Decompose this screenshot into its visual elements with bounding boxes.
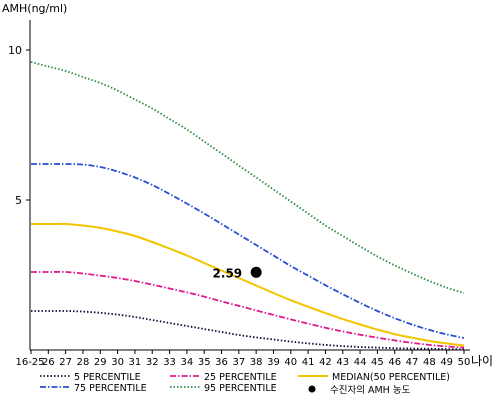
x-tick-label: 35	[198, 357, 211, 368]
x-tick-label: 28	[77, 357, 90, 368]
patient-amh-value-label: 2.59	[213, 266, 243, 280]
legend-label: 75 PERCENTILE	[74, 383, 147, 394]
series-line	[31, 222, 465, 347]
x-tick-label: 49	[440, 357, 453, 368]
x-tick-label: 36	[215, 357, 228, 368]
series-line	[30, 61, 465, 294]
y-axis-label: AMH(ng/ml)	[2, 2, 67, 15]
x-tick-label: 44	[354, 357, 367, 368]
patient-amh-point	[250, 266, 262, 278]
series-layer	[30, 61, 465, 351]
x-tick-label: 31	[129, 357, 142, 368]
x-tick-label: 37	[232, 357, 245, 368]
legend-label: MEDIAN(50 PERCENTILE)	[332, 372, 450, 383]
legend-point-marker	[308, 385, 316, 393]
legend-label: 95 PERCENTILE	[204, 383, 277, 394]
x-tick-label: 34	[181, 357, 194, 368]
series-line	[31, 310, 465, 351]
x-tick-label: 33	[163, 357, 176, 368]
x-tick-label: 42	[319, 357, 332, 368]
x-tick-label: 38	[250, 357, 263, 368]
series-line	[31, 163, 465, 339]
x-tick-label: 45	[371, 357, 384, 368]
x-axis-label: 나이	[471, 354, 493, 368]
x-tick-label: 40	[284, 357, 297, 368]
x-tick-label: 30	[111, 357, 124, 368]
x-tick-label: 41	[302, 357, 315, 368]
x-tick-label: 27	[59, 357, 72, 368]
x-tick-label: 47	[406, 357, 419, 368]
series-line	[31, 270, 465, 349]
x-tick-label: 39	[267, 357, 280, 368]
x-tick-label: 48	[423, 357, 436, 368]
y-tick-label: 5	[15, 194, 22, 207]
x-tick-label: 46	[388, 357, 401, 368]
legend-label: 25 PERCENTILE	[204, 372, 277, 383]
x-tick-label: 43	[336, 357, 349, 368]
legend-label: 5 PERCENTILE	[74, 372, 141, 383]
point-layer: 2.59	[213, 266, 262, 280]
x-tick-label: 29	[94, 357, 107, 368]
x-tick-label: 16-25	[15, 357, 44, 368]
x-tick-label: 50	[458, 357, 471, 368]
legend-point-label: 수진자의 AMH 농도	[330, 385, 411, 396]
x-tick-label: 32	[146, 357, 159, 368]
x-tick-label: 26	[42, 357, 55, 368]
legend: 5 PERCENTILE 25 PERCENTILE MEDIAN(50 PERCE…	[40, 372, 450, 396]
y-tick-label: 10	[8, 44, 22, 57]
